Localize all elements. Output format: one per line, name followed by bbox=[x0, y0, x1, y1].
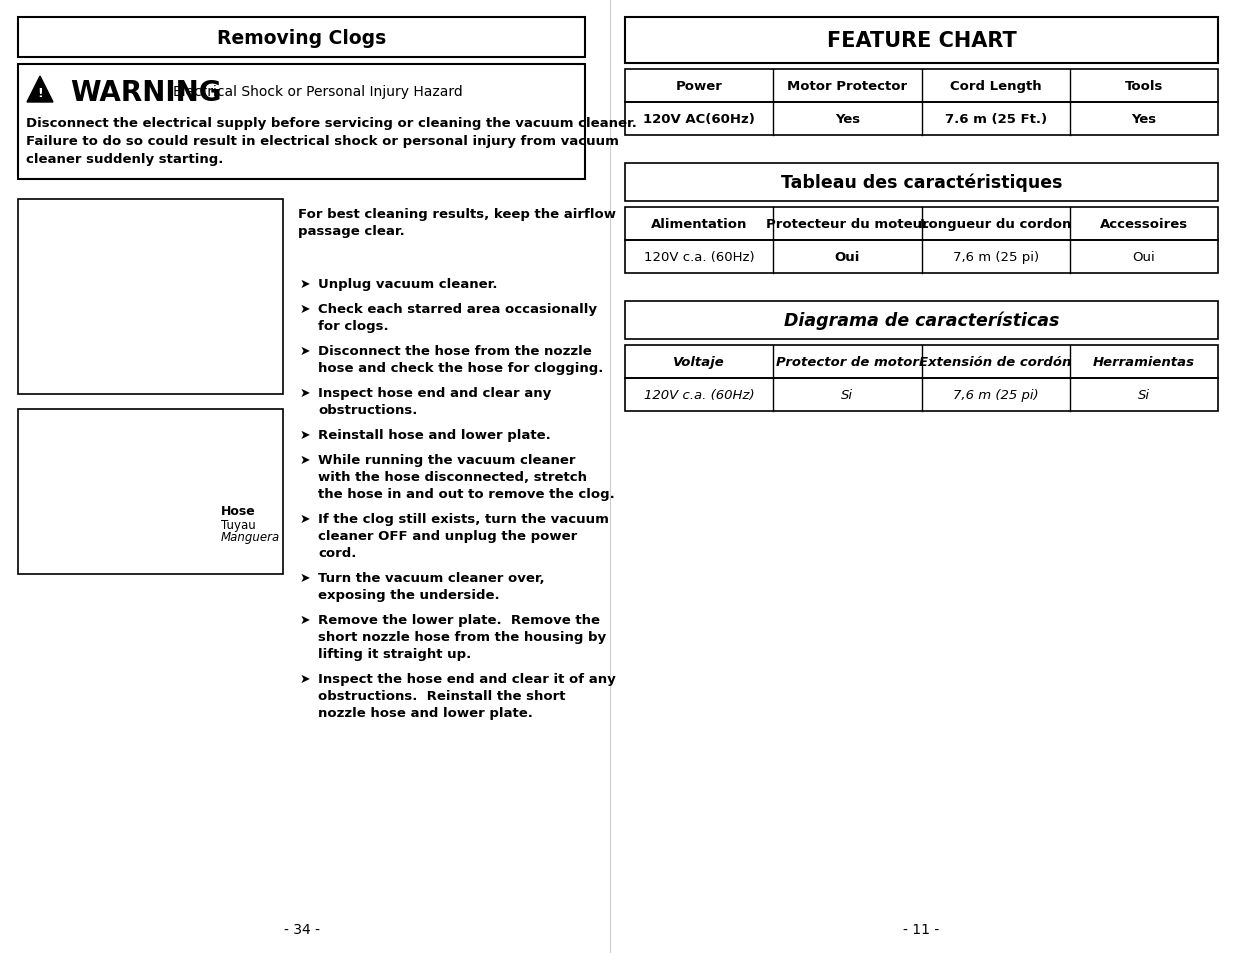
Text: cleaner suddenly starting.: cleaner suddenly starting. bbox=[26, 152, 224, 166]
Text: Protecteur du moteur: Protecteur du moteur bbox=[766, 218, 929, 231]
Text: Failure to do so could result in electrical shock or personal injury from vacuum: Failure to do so could result in electri… bbox=[26, 135, 619, 148]
Text: Hose: Hose bbox=[221, 504, 256, 517]
Text: Si: Si bbox=[1137, 389, 1150, 401]
Text: Yes: Yes bbox=[835, 112, 860, 126]
Text: Removing Clogs: Removing Clogs bbox=[217, 29, 387, 48]
Text: ➤: ➤ bbox=[300, 429, 310, 441]
Text: Motor Protector: Motor Protector bbox=[788, 80, 908, 92]
Bar bbox=[625, 241, 1218, 274]
Text: Electrical Shock or Personal Injury Hazard: Electrical Shock or Personal Injury Haza… bbox=[173, 85, 463, 99]
Text: 7.6 m (25 Ft.): 7.6 m (25 Ft.) bbox=[945, 112, 1047, 126]
Bar bbox=[625, 302, 1218, 339]
Bar bbox=[625, 378, 1218, 412]
Text: ➤: ➤ bbox=[300, 614, 310, 626]
Text: WARNING: WARNING bbox=[70, 79, 221, 107]
Bar bbox=[625, 164, 1218, 202]
Text: Cord Length: Cord Length bbox=[950, 80, 1041, 92]
Bar bbox=[19, 65, 585, 180]
Bar bbox=[625, 103, 1218, 136]
Text: Diagrama de características: Diagrama de características bbox=[784, 312, 1060, 330]
Text: ➤: ➤ bbox=[300, 513, 310, 525]
Text: Herramientas: Herramientas bbox=[1093, 355, 1195, 369]
Text: ➤: ➤ bbox=[300, 572, 310, 584]
Text: ➤: ➤ bbox=[300, 672, 310, 685]
Text: Voltaje: Voltaje bbox=[673, 355, 725, 369]
Text: Disconnect the hose from the nozzle
hose and check the hose for clogging.: Disconnect the hose from the nozzle hose… bbox=[317, 345, 604, 375]
Text: Tuyau: Tuyau bbox=[221, 518, 256, 532]
Text: Tableau des caractéristiques: Tableau des caractéristiques bbox=[781, 173, 1062, 193]
Text: While running the vacuum cleaner
with the hose disconnected, stretch
the hose in: While running the vacuum cleaner with th… bbox=[317, 454, 615, 500]
Text: 7,6 m (25 pi): 7,6 m (25 pi) bbox=[953, 389, 1039, 401]
Text: Reinstall hose and lower plate.: Reinstall hose and lower plate. bbox=[317, 429, 551, 441]
Text: - 34 -: - 34 - bbox=[284, 923, 320, 936]
Text: ➤: ➤ bbox=[300, 303, 310, 315]
Polygon shape bbox=[27, 77, 53, 103]
Text: Yes: Yes bbox=[1131, 112, 1156, 126]
Text: Oui: Oui bbox=[835, 251, 860, 264]
Text: Manguera: Manguera bbox=[221, 531, 280, 543]
Text: Alimentation: Alimentation bbox=[651, 218, 747, 231]
Text: Disconnect the electrical supply before servicing or cleaning the vacuum cleaner: Disconnect the electrical supply before … bbox=[26, 117, 637, 130]
Text: FEATURE CHART: FEATURE CHART bbox=[826, 30, 1016, 51]
Text: Tools: Tools bbox=[1125, 80, 1163, 92]
Text: ➤: ➤ bbox=[300, 345, 310, 357]
Bar bbox=[625, 208, 1218, 241]
Text: Inspect the hose end and clear it of any
obstructions.  Reinstall the short
nozz: Inspect the hose end and clear it of any… bbox=[317, 672, 616, 720]
Bar bbox=[19, 200, 283, 395]
Text: For best cleaning results, keep the airflow
passage clear.: For best cleaning results, keep the airf… bbox=[298, 208, 616, 237]
Text: Protector de motor: Protector de motor bbox=[776, 355, 919, 369]
Text: Remove the lower plate.  Remove the
short nozzle hose from the housing by
liftin: Remove the lower plate. Remove the short… bbox=[317, 614, 606, 660]
Bar bbox=[625, 18, 1218, 64]
Text: !: ! bbox=[37, 87, 43, 99]
Text: If the clog still exists, turn the vacuum
cleaner OFF and unplug the power
cord.: If the clog still exists, turn the vacuu… bbox=[317, 513, 609, 559]
Text: Check each starred area occasionally
for clogs.: Check each starred area occasionally for… bbox=[317, 303, 597, 333]
Bar bbox=[625, 346, 1218, 378]
Text: Turn the vacuum cleaner over,
exposing the underside.: Turn the vacuum cleaner over, exposing t… bbox=[317, 572, 545, 601]
Text: Si: Si bbox=[841, 389, 853, 401]
Text: Power: Power bbox=[676, 80, 722, 92]
Bar bbox=[19, 18, 585, 58]
Text: ➤: ➤ bbox=[300, 454, 310, 467]
Text: Oui: Oui bbox=[1132, 251, 1155, 264]
Bar bbox=[19, 410, 283, 575]
Text: ➤: ➤ bbox=[300, 387, 310, 399]
Text: 120V c.a. (60Hz): 120V c.a. (60Hz) bbox=[643, 251, 755, 264]
Text: Accessoires: Accessoires bbox=[1100, 218, 1188, 231]
Text: Longueur du cordon: Longueur du cordon bbox=[920, 218, 1071, 231]
Text: Unplug vacuum cleaner.: Unplug vacuum cleaner. bbox=[317, 277, 498, 291]
Text: ➤: ➤ bbox=[300, 277, 310, 291]
Text: Extensión de cordón: Extensión de cordón bbox=[919, 355, 1072, 369]
Text: 120V c.a. (60Hz): 120V c.a. (60Hz) bbox=[643, 389, 755, 401]
Bar bbox=[625, 70, 1218, 103]
Text: 7,6 m (25 pi): 7,6 m (25 pi) bbox=[952, 251, 1039, 264]
Text: - 11 -: - 11 - bbox=[903, 923, 940, 936]
Text: 120V AC(60Hz): 120V AC(60Hz) bbox=[643, 112, 755, 126]
Text: Inspect hose end and clear any
obstructions.: Inspect hose end and clear any obstructi… bbox=[317, 387, 551, 416]
